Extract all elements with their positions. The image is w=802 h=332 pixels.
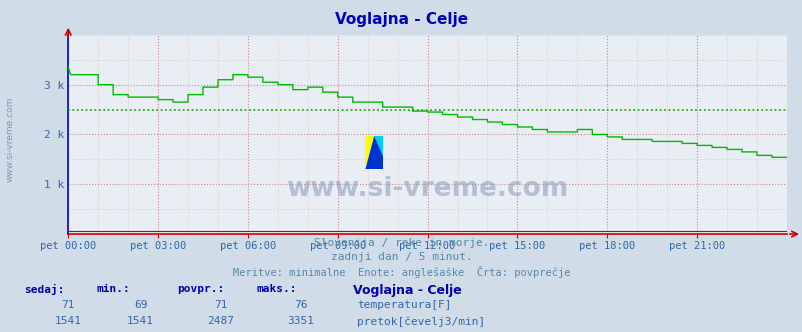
Text: sedaj:: sedaj: xyxy=(24,284,64,295)
Text: maks.:: maks.: xyxy=(257,284,297,294)
Polygon shape xyxy=(365,136,383,169)
Text: Voglajna - Celje: Voglajna - Celje xyxy=(334,12,468,27)
Text: 1541: 1541 xyxy=(55,316,82,326)
Text: 76: 76 xyxy=(294,300,307,310)
Text: 69: 69 xyxy=(134,300,147,310)
Text: zadnji dan / 5 minut.: zadnji dan / 5 minut. xyxy=(330,252,472,262)
Polygon shape xyxy=(365,136,374,169)
Text: Meritve: minimalne  Enote: anglešaške  Črta: povprečje: Meritve: minimalne Enote: anglešaške Črt… xyxy=(233,266,569,278)
Text: Voglajna - Celje: Voglajna - Celje xyxy=(353,284,461,297)
Text: povpr.:: povpr.: xyxy=(176,284,224,294)
Text: min.:: min.: xyxy=(96,284,130,294)
Polygon shape xyxy=(374,136,383,156)
Text: Slovenija / reke in morje.: Slovenija / reke in morje. xyxy=(314,238,488,248)
Text: 1541: 1541 xyxy=(127,316,154,326)
Text: www.si-vreme.com: www.si-vreme.com xyxy=(286,176,568,202)
Text: 71: 71 xyxy=(62,300,75,310)
Text: www.si-vreme.com: www.si-vreme.com xyxy=(5,97,14,182)
Text: 3351: 3351 xyxy=(287,316,314,326)
Text: 2487: 2487 xyxy=(207,316,234,326)
Text: 71: 71 xyxy=(214,300,227,310)
Text: temperatura[F]: temperatura[F] xyxy=(357,300,452,310)
Text: pretok[čevelj3/min]: pretok[čevelj3/min] xyxy=(357,316,485,327)
